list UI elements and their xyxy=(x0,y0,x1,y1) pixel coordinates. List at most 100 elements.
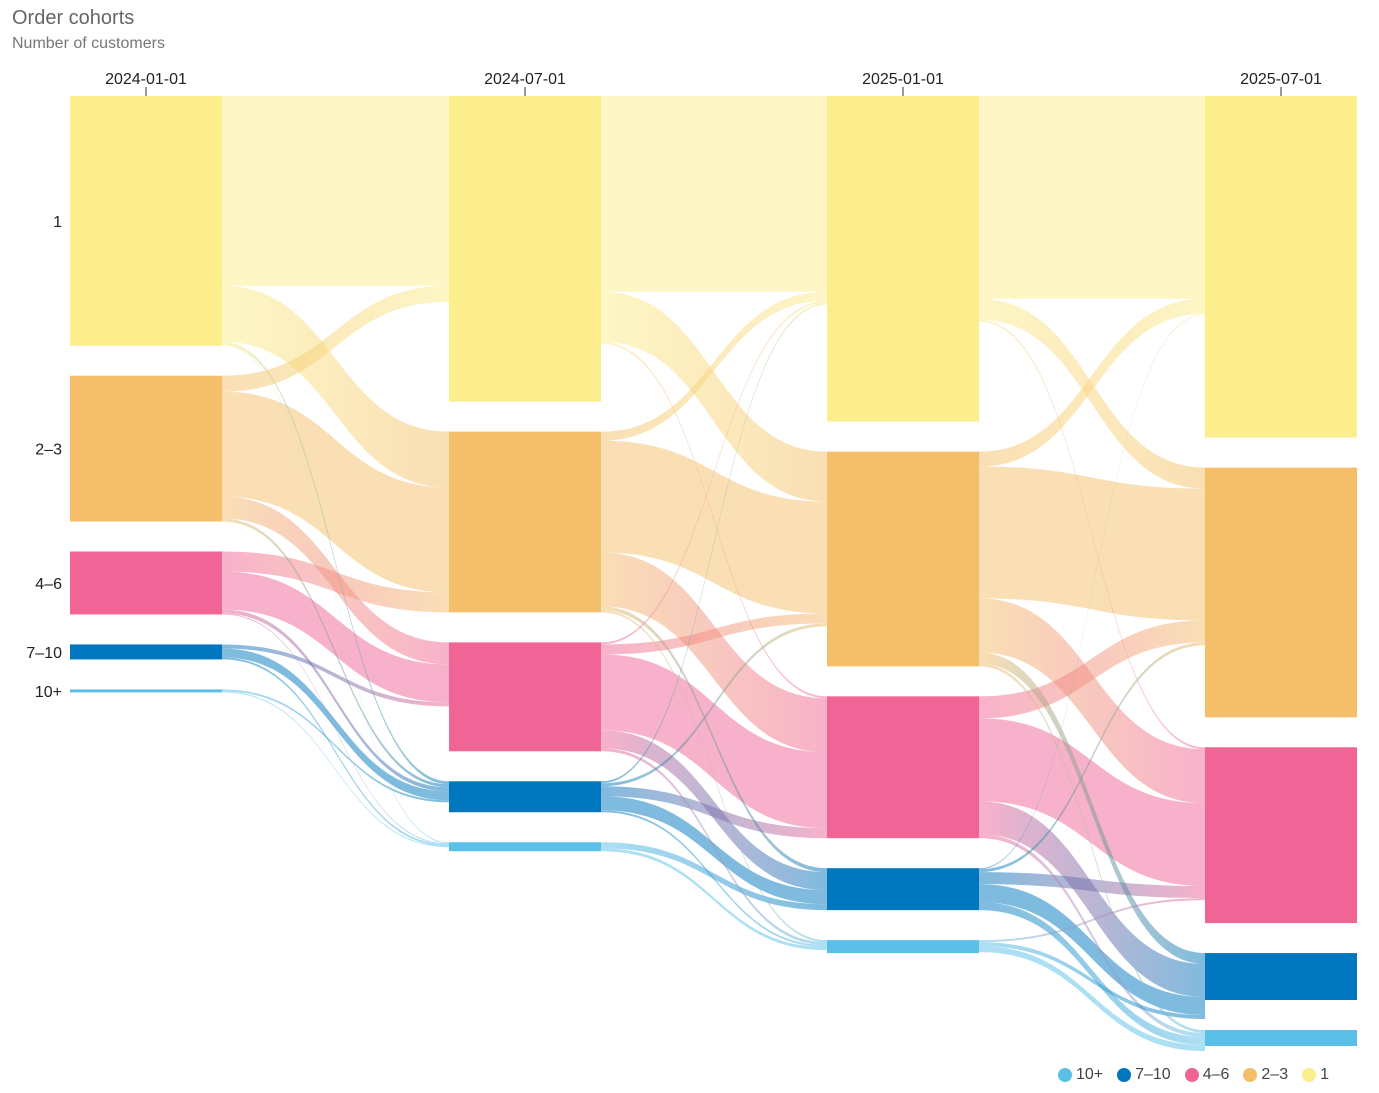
flow-2025-01-01-2-3-to-10 xyxy=(979,663,1205,1034)
flow-2024-01-01-4-6-to-4-6 xyxy=(222,571,449,703)
flow-2025-01-01-2-3-to-7-10 xyxy=(979,652,1205,965)
flow-2024-07-01-10-to-7-10 xyxy=(601,842,827,911)
flow-2024-07-01-7-10-to-4-6 xyxy=(601,786,827,839)
flow-2024-01-01-1-to-7-10 xyxy=(222,341,449,785)
flow-2025-01-01-4-6-to-10 xyxy=(979,834,1205,1038)
category-label-10: 10+ xyxy=(35,684,62,701)
category-label-4-6: 4–6 xyxy=(35,576,62,593)
flow-2024-01-01-4-6-to-10 xyxy=(222,613,449,845)
flow-2024-01-01-1-to-1 xyxy=(222,96,449,286)
period-label: 2025-07-01 xyxy=(1240,71,1322,88)
legend-item-7-10[interactable]: 7–10 xyxy=(1117,1066,1171,1084)
flow-2024-07-01-4-6-to-1 xyxy=(601,300,827,645)
flow-2024-07-01-1-to-2-3 xyxy=(601,291,827,502)
flow-2024-01-01-2-3-to-1 xyxy=(222,285,449,392)
legend-item-2-3[interactable]: 2–3 xyxy=(1243,1066,1288,1084)
node-2025-07-01-10[interactable] xyxy=(1205,1030,1357,1046)
category-label-7-10: 7–10 xyxy=(26,645,62,662)
flow-2024-07-01-2-3-to-4-6 xyxy=(601,552,827,753)
flow-2025-01-01-2-3-to-4-6 xyxy=(979,598,1205,804)
node-2024-07-01-2-3[interactable] xyxy=(449,431,601,613)
flow-2024-07-01-4-6-to-2-3 xyxy=(601,613,827,655)
flow-2025-01-01-7-10-to-1 xyxy=(979,313,1205,870)
flow-2025-01-01-7-10-to-10 xyxy=(979,902,1205,1046)
flow-2025-01-01-1-to-2-3 xyxy=(979,298,1205,489)
legend-label: 4–6 xyxy=(1202,1066,1230,1083)
flow-2025-01-01-10-to-7-10 xyxy=(979,942,1205,1019)
chart-title: Order cohorts xyxy=(12,7,135,29)
flow-2024-07-01-7-10-to-2-3 xyxy=(601,623,827,787)
period-label: 2024-01-01 xyxy=(105,71,187,88)
flow-2024-07-01-7-10-to-7-10 xyxy=(601,796,827,905)
flow-2024-01-01-7-10-to-7-10 xyxy=(222,648,449,801)
flow-2025-01-01-4-6-to-7-10 xyxy=(979,801,1205,998)
flow-2025-01-01-7-10-to-2-3 xyxy=(979,642,1205,873)
legend-item-4-6[interactable]: 4–6 xyxy=(1184,1066,1230,1084)
node-2025-01-01-1[interactable] xyxy=(827,96,979,422)
node-2025-07-01-2-3[interactable] xyxy=(1205,467,1357,718)
legend-label: 2–3 xyxy=(1261,1066,1289,1083)
legend-swatch-icon xyxy=(1057,1068,1072,1082)
node-2024-07-01-7-10[interactable] xyxy=(449,781,601,813)
flow-2024-07-01-1-to-1 xyxy=(601,96,827,292)
flow-layer xyxy=(222,96,1205,1051)
flow-2024-01-01-4-6-to-7-10 xyxy=(222,609,449,792)
node-2025-01-01-4-6[interactable] xyxy=(827,696,979,839)
period-label: 2024-07-01 xyxy=(484,71,566,88)
flow-2025-01-01-2-3-to-2-3 xyxy=(979,466,1205,621)
node-2025-01-01-2-3[interactable] xyxy=(827,451,979,667)
node-2024-07-01-10[interactable] xyxy=(449,842,601,852)
legend-label: 10+ xyxy=(1075,1066,1104,1083)
chart-subtitle: Number of customers xyxy=(12,35,165,52)
flow-2025-01-01-2-3-to-1 xyxy=(979,298,1205,467)
legend-label: 1 xyxy=(1320,1066,1329,1083)
flow-2024-01-01-10-to-7-10 xyxy=(222,689,449,803)
flow-2024-07-01-2-3-to-7-10 xyxy=(601,606,827,873)
flow-2025-01-01-1-to-4-6 xyxy=(979,319,1205,750)
node-2025-07-01-7-10[interactable] xyxy=(1205,953,1357,1001)
flow-2024-07-01-2-3-to-1 xyxy=(601,291,827,441)
node-2024-01-01-1[interactable] xyxy=(70,96,222,346)
flow-2025-01-01-7-10-to-4-6 xyxy=(979,872,1205,899)
node-2024-01-01-4-6[interactable] xyxy=(70,551,222,615)
node-2024-01-01-7-10[interactable] xyxy=(70,644,222,660)
legend-swatch-icon xyxy=(1243,1068,1258,1082)
flow-2025-01-01-1-to-1 xyxy=(979,96,1205,299)
axis-layer: 2024-01-01 2024-07-01 2025-01-01 2025-07-01… xyxy=(26,71,1322,701)
flow-2024-07-01-2-3-to-10 xyxy=(601,610,827,943)
legend-swatch-icon xyxy=(1117,1068,1132,1082)
legend-item-10[interactable]: 10+ xyxy=(1057,1066,1104,1084)
node-2024-01-01-10[interactable] xyxy=(70,689,222,693)
flow-2024-01-01-1-to-10 xyxy=(222,344,449,844)
category-label-2-3: 2–3 xyxy=(35,442,62,459)
node-2025-07-01-1[interactable] xyxy=(1205,96,1357,438)
legend-swatch-icon xyxy=(1184,1068,1199,1082)
flow-2024-07-01-2-3-to-2-3 xyxy=(601,440,827,614)
node-layer xyxy=(70,96,1357,1046)
flow-2024-07-01-7-10-to-10 xyxy=(601,810,827,948)
flow-2025-01-01-10-to-10 xyxy=(979,946,1205,1051)
flow-2024-01-01-4-6-to-2-3 xyxy=(222,551,449,613)
legend: 10+ 7–10 4–6 2–3 1 xyxy=(1057,1066,1329,1084)
flow-2024-07-01-1-to-4-6 xyxy=(601,341,827,699)
category-label-1: 1 xyxy=(53,214,62,231)
node-2025-01-01-7-10[interactable] xyxy=(827,868,979,911)
node-2024-07-01-4-6[interactable] xyxy=(449,642,601,752)
flow-2024-01-01-7-10-to-4-6 xyxy=(222,644,449,707)
flow-2024-01-01-2-3-to-7-10 xyxy=(222,518,449,788)
flow-2024-07-01-7-10-to-1 xyxy=(601,302,827,784)
period-label: 2025-01-01 xyxy=(862,71,944,88)
node-2024-01-01-2-3[interactable] xyxy=(70,375,222,522)
node-2024-07-01-1[interactable] xyxy=(449,96,601,402)
legend-item-1[interactable]: 1 xyxy=(1302,1066,1329,1084)
flow-2024-01-01-10-to-10 xyxy=(222,691,449,848)
legend-label: 7–10 xyxy=(1135,1066,1171,1083)
node-2025-07-01-4-6[interactable] xyxy=(1205,747,1357,924)
node-2025-01-01-10[interactable] xyxy=(827,940,979,954)
flow-2024-01-01-7-10-to-10 xyxy=(222,657,449,847)
flow-2024-01-01-1-to-2-3 xyxy=(222,285,449,488)
flow-2024-07-01-10-to-10 xyxy=(601,848,827,951)
legend-swatch-icon xyxy=(1302,1068,1317,1082)
flow-2024-01-01-2-3-to-2-3 xyxy=(222,391,449,593)
